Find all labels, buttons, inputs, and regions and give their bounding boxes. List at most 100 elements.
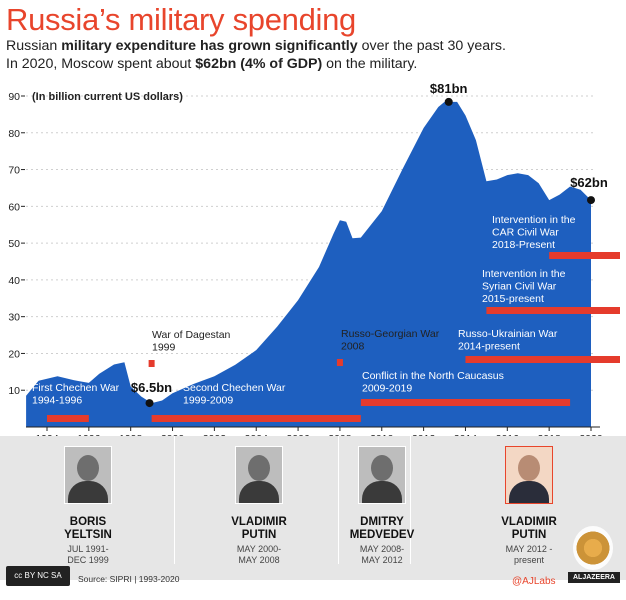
event-label-line: Intervention in the [482,268,566,280]
x-tick-label: 2002 [203,433,227,436]
y-tick-label: 80 [8,128,20,140]
y-tick-label: 20 [8,348,20,360]
aj-labs-handle: @AJLabs [512,576,556,587]
event-label-line: 1999-2009 [183,395,233,407]
x-tick-label: 2020 [579,433,603,436]
event-label: Intervention in the Syrian Civil War 2015-… [482,268,566,305]
leader-divider [338,436,339,564]
spending-area-chart: 1994199619982000200220042006200820102012… [8,81,620,436]
medvedev-portrait [358,446,406,504]
event-bar [336,359,343,366]
x-tick-label: 1998 [119,433,143,436]
event-bar [486,307,620,314]
event-label: Conflict in the North Caucasus 2009-2019 [362,370,504,395]
putin-portrait [235,446,283,504]
event-bar [549,252,620,259]
event-label-line: 2014-present [458,341,520,353]
leader-divider [410,436,411,564]
callout-label: $6.5bn [131,380,172,395]
leader-medvedev: DMITRY MEDVEDEV MAY 2008- MAY 2012 [342,446,422,566]
x-tick-label: 2016 [496,433,520,436]
leader-putin-1: VLADIMIR PUTIN MAY 2000- MAY 2008 [219,446,299,566]
x-tick-label: 1996 [77,433,101,436]
event-label: Russo-Ukrainian War 2014-present [458,328,558,353]
y-axis: 10 20 30 40 50 60 70 80 90 [8,91,25,397]
event-bar [465,356,620,363]
leader-divider [174,436,175,564]
leader-name: DMITRY MEDVEDEV [349,516,415,541]
y-tick-label: 40 [8,275,20,287]
event-label-line: Second Chechen War [183,382,286,394]
leader-term: MAY 2012 - present [505,544,553,565]
event-label: First Chechen War 1994-1996 [32,382,120,407]
leader-name: BORIS YELTSIN [64,516,112,541]
event-label-line: 1999 [152,342,176,354]
leader-term: MAY 2000- MAY 2008 [236,544,282,565]
value-callouts: $6.5bn $81bn $62bn [131,81,608,408]
event-label-line: Russo-Ukrainian War [458,328,558,340]
callout-label: $81bn [430,81,468,96]
event-label-line: Russo-Georgian War [341,328,440,340]
event-label-line: Syrian Civil War [482,281,557,293]
event-label: Intervention in the CAR Civil War 2018-Pre… [492,214,576,251]
spending-area [26,101,592,428]
aljazeera-wordmark: ALJAZEERA [568,572,620,583]
event-label: Russo-Georgian War 2008 [341,328,440,353]
leader-name: VLADIMIR PUTIN [231,516,287,541]
grid-lines [26,95,596,391]
event-label-line: War of Dagestan [152,329,231,341]
y-tick-label: 50 [8,238,20,250]
x-tick-label: 2006 [286,433,310,436]
yeltsin-portrait [64,446,112,504]
putin-portrait [505,446,553,504]
y-tick-label: 10 [8,385,20,397]
x-tick-label: 2010 [370,433,394,436]
y-tick-label: 90 [8,91,20,103]
event-label-line: CAR Civil War [492,227,559,239]
leader-putin-2: VLADIMIR PUTIN MAY 2012 - present [489,446,569,566]
subtitle-line-1: Russian military expenditure has grown s… [6,38,506,54]
event-label: War of Dagestan 1999 [152,329,231,354]
x-tick-label: 2012 [412,433,436,436]
x-tick-label: 2004 [245,433,269,436]
event-label-line: 2009-2019 [362,383,412,395]
callout-dot [444,97,453,106]
callout-label: $62bn [570,175,608,190]
event-bar [148,360,155,367]
x-tick-label: 2000 [161,433,185,436]
event-bar [151,415,361,422]
leader-name: VLADIMIR PUTIN [501,516,557,541]
event-bar [360,399,571,406]
leader-term: JUL 1991- DEC 1999 [67,544,109,565]
unit-note: (In billion current US dollars) [32,91,183,103]
aljazeera-logo: ALJAZEERA [568,526,620,594]
x-tick-label: 1994 [35,433,59,436]
footer: cc BY NC SA Source: SIPRI | 1993-2020 @A… [0,526,626,600]
event-label-line: Intervention in the [492,214,576,226]
event-label-line: Conflict in the North Caucasus [362,370,504,382]
x-tick-label: 2014 [454,433,478,436]
leader-term: MAY 2008- MAY 2012 [359,544,405,565]
chart-title: Russia’s military spending [6,2,357,37]
y-tick-label: 70 [8,165,20,177]
event-annotations: First Chechen War 1994-1996 War of Dagesta… [32,214,620,422]
event-label-line: 2018-Present [492,239,555,251]
creative-commons-badge: cc BY NC SA [6,566,70,586]
x-tick-label: 2008 [328,433,352,436]
callout-dot [145,399,154,408]
subtitle-line-2: In 2020, Moscow spent about $62bn (4% of… [6,56,418,72]
event-label-line: 2015-present [482,293,544,305]
leader-yeltsin: BORIS YELTSIN JUL 1991- DEC 1999 [48,446,128,566]
source-note: Source: SIPRI | 1993-2020 [78,574,180,584]
y-tick-label: 30 [8,312,20,324]
leaders-panel: BORIS YELTSIN JUL 1991- DEC 1999 VLADIMIR P… [0,436,626,580]
event-bar [47,415,89,422]
y-tick-label: 60 [8,201,20,213]
x-axis: 1994 1996 1998 2000 2002 2004 2006 2008 2010 2012… [26,426,603,436]
event-label: Second Chechen War 1999-2009 [183,382,286,407]
event-label-line: First Chechen War [32,382,120,394]
aljazeera-logo-icon [573,526,613,570]
event-label-line: 1994-1996 [32,395,82,407]
event-label-line: 2008 [341,341,365,353]
callout-dot [587,196,595,205]
